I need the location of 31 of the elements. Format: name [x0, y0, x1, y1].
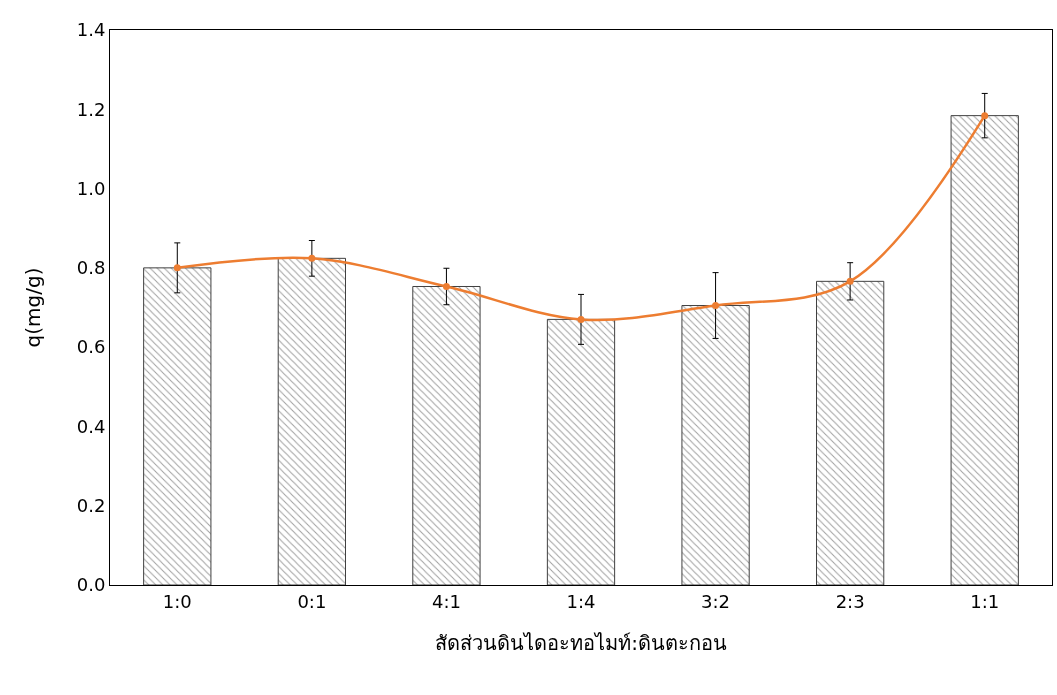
point — [442, 282, 450, 290]
x-tick-label: 0:1 — [297, 590, 327, 612]
x-tick-label: 2:3 — [835, 590, 865, 612]
point — [846, 277, 854, 285]
x-tick-label: 4:1 — [431, 590, 461, 612]
point — [712, 302, 720, 310]
point — [173, 264, 181, 272]
bar — [681, 305, 750, 585]
y-axis-title: q(mg/g) — [21, 267, 46, 348]
y-tick-label: 0.0 — [76, 574, 106, 596]
bar — [950, 115, 1019, 585]
y-tick-label: 0.6 — [76, 336, 106, 358]
bar — [412, 285, 481, 585]
y-tick-label: 0.2 — [76, 495, 106, 517]
y-tick-label: 0.8 — [76, 257, 106, 279]
bar — [277, 257, 346, 585]
y-tick-label: 1.4 — [76, 19, 106, 41]
bar — [816, 280, 885, 585]
y-tick-label: 1.2 — [76, 98, 106, 120]
x-tick-label: 1:0 — [162, 590, 192, 612]
point — [577, 315, 585, 323]
y-tick-label: 1.0 — [76, 177, 106, 199]
x-tick-label: 1:1 — [970, 590, 1000, 612]
x-tick-label: 3:2 — [701, 590, 731, 612]
bar — [143, 267, 212, 585]
point — [981, 112, 989, 120]
y-tick-label: 0.4 — [76, 415, 106, 437]
bar — [546, 318, 616, 585]
x-tick-label: 1:4 — [566, 590, 596, 612]
point — [308, 254, 316, 262]
x-axis-title: สัดส่วนดินไดอะทอไมท์:ดินตะกอน — [435, 631, 727, 656]
